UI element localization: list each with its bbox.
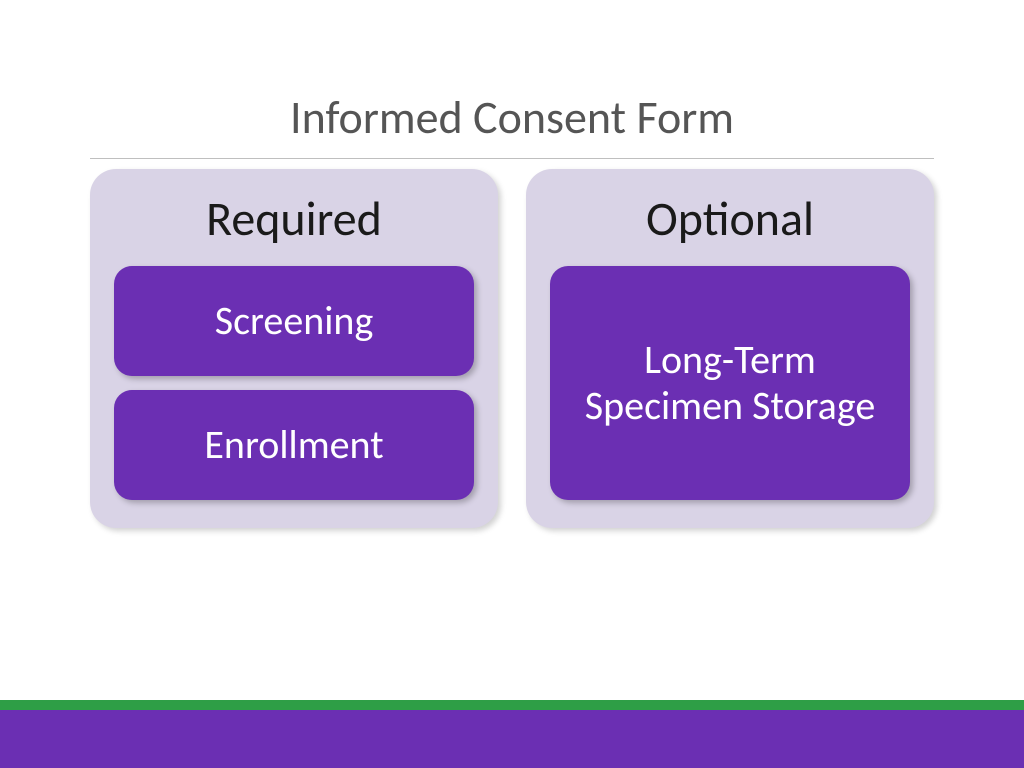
card-screening: Screening: [114, 266, 474, 376]
page-title: Informed Consent Form: [0, 0, 1024, 158]
footer: [0, 700, 1024, 768]
title-divider: [90, 158, 934, 159]
panel-required-header: Required: [114, 189, 474, 248]
card-long-term-storage: Long-Term Specimen Storage: [550, 266, 910, 500]
panel-required: Required Screening Enrollment: [90, 169, 498, 528]
card-enrollment: Enrollment: [114, 390, 474, 500]
panel-optional-cards: Long-Term Specimen Storage: [550, 266, 910, 500]
panel-optional: Optional Long-Term Specimen Storage: [526, 169, 934, 528]
panel-optional-header: Optional: [550, 189, 910, 248]
footer-green-bar: [0, 700, 1024, 710]
panel-required-cards: Screening Enrollment: [114, 266, 474, 500]
footer-purple-bar: [0, 710, 1024, 768]
panels-row: Required Screening Enrollment Optional L…: [0, 169, 1024, 528]
